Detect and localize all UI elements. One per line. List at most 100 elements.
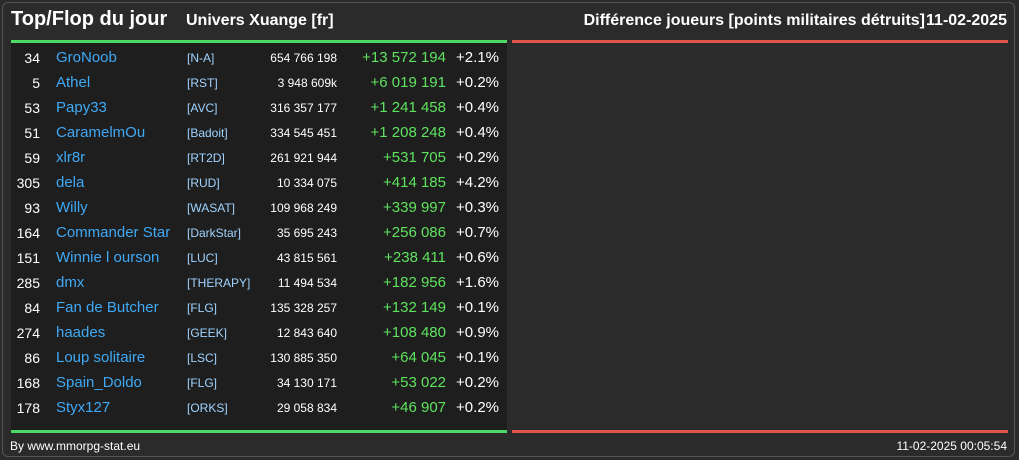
player-points: 261 921 944 — [270, 151, 337, 165]
player-name-link[interactable]: Willy — [56, 199, 88, 216]
player-rank: 178 — [16, 400, 40, 416]
player-points: 12 843 640 — [276, 326, 337, 340]
alliance-tag-link[interactable]: [THERAPY] — [187, 276, 251, 290]
points-difference: +414 185 — [383, 174, 446, 191]
player-name-link[interactable]: haades — [56, 324, 106, 341]
player-points: 316 357 177 — [270, 101, 337, 115]
player-rank: 93 — [24, 200, 40, 216]
percent-change: +0.2% — [456, 374, 499, 391]
player-name-link[interactable]: CaramelmOu — [56, 124, 146, 141]
table-row: 5 Athel [RST] 3 948 609k +6 019 191 +0.2% — [11, 72, 507, 97]
percent-change: +0.1% — [456, 299, 499, 316]
player-name-link[interactable]: dmx — [56, 274, 85, 291]
points-difference: +108 480 — [383, 324, 446, 341]
player-rank: 274 — [16, 325, 40, 341]
percent-change: +0.9% — [456, 324, 499, 341]
player-points: 43 815 561 — [276, 251, 337, 265]
table-row: 168 Spain_Doldo [FLG] 34 130 171 +53 022 +0.2… — [11, 372, 507, 397]
alliance-tag-link[interactable]: [LUC] — [187, 251, 218, 265]
percent-change: +0.2% — [456, 149, 499, 166]
player-rank: 59 — [24, 150, 40, 166]
alliance-tag-link[interactable]: [ORKS] — [187, 401, 228, 415]
table-row: 86 Loup solitaire [LSC] 130 885 350 +64 045 +… — [11, 347, 507, 372]
player-rank: 51 — [24, 125, 40, 141]
player-name-link[interactable]: Athel — [56, 74, 91, 91]
player-name-link[interactable]: Styx127 — [56, 399, 111, 416]
points-difference: +6 019 191 — [370, 74, 447, 91]
player-name-link[interactable]: GroNoob — [56, 49, 117, 66]
points-difference: +46 907 — [391, 399, 446, 416]
table-row: 34 GroNoob [N-A] 654 766 198 +13 572 194 +2.1… — [11, 47, 507, 72]
player-name-link[interactable]: Loup solitaire — [56, 349, 146, 366]
player-rank: 84 — [24, 300, 40, 316]
player-name-link[interactable]: dela — [56, 174, 85, 191]
player-points: 135 328 257 — [270, 301, 337, 315]
alliance-tag-link[interactable]: [WASAT] — [187, 201, 235, 215]
ranking-date: 11-02-2025 — [926, 12, 1007, 29]
bottom-divider-red — [512, 430, 1008, 433]
player-points: 3 948 609k — [277, 76, 337, 90]
table-row: 84 Fan de Butcher [FLG] 135 328 257 +132 149… — [11, 297, 507, 322]
alliance-tag-link[interactable]: [FLG] — [187, 301, 218, 315]
points-difference: +339 997 — [383, 199, 446, 216]
player-name-link[interactable]: Spain_Doldo — [56, 374, 142, 391]
alliance-tag-link[interactable]: [LSC] — [187, 351, 218, 365]
player-rank: 53 — [24, 100, 40, 116]
universe-label: Univers Xuange [fr] — [186, 12, 334, 29]
player-points: 11 494 534 — [277, 276, 337, 290]
player-rank: 164 — [16, 225, 40, 241]
player-name-link[interactable]: Fan de Butcher — [56, 299, 159, 316]
table-row: 151 Winnie l ourson [LUC] 43 815 561 +238 41… — [11, 247, 507, 272]
player-points: 109 968 249 — [270, 201, 337, 215]
header: Top/Flop du jour Univers Xuange [fr] Dif… — [0, 0, 1019, 40]
percent-change: +0.3% — [456, 199, 499, 216]
alliance-tag-link[interactable]: [RST] — [187, 76, 218, 90]
points-difference: +1 241 458 — [370, 99, 447, 116]
percent-change: +4.2% — [456, 174, 499, 191]
player-name-link[interactable]: Commander Star — [56, 224, 171, 241]
player-points: 130 885 350 — [270, 351, 337, 365]
table-row: 93 Willy [WASAT] 109 968 249 +339 997 +0.3% — [11, 197, 507, 222]
points-difference: +182 956 — [383, 274, 446, 291]
table-row: 59 xlr8r [RT2D] 261 921 944 +531 705 +0.2% — [11, 147, 507, 172]
alliance-tag-link[interactable]: [DarkStar] — [187, 226, 242, 240]
table-row: 274 haades [GEEK] 12 843 640 +108 480 +0.9% — [11, 322, 507, 347]
player-points: 35 695 243 — [276, 226, 337, 240]
player-points: 29 058 834 — [276, 401, 337, 415]
bottom-divider-green — [11, 430, 507, 433]
percent-change: +0.6% — [456, 249, 499, 266]
player-rank: 86 — [24, 350, 40, 366]
player-rank: 285 — [16, 275, 40, 291]
top-divider-red — [512, 40, 1008, 43]
player-name-link[interactable]: Winnie l ourson — [56, 249, 160, 266]
flop-players-panel — [512, 43, 1008, 430]
alliance-tag-link[interactable]: [GEEK] — [187, 326, 228, 340]
player-name-link[interactable]: Papy33 — [56, 99, 107, 116]
table-row: 305 dela [RUD] 10 334 075 +414 185 +4.2% — [11, 172, 507, 197]
points-difference: +1 208 248 — [370, 124, 447, 141]
alliance-tag-link[interactable]: [RT2D] — [187, 151, 225, 165]
player-rank: 168 — [16, 375, 40, 391]
percent-change: +2.1% — [456, 49, 499, 66]
alliance-tag-link[interactable]: [N-A] — [187, 51, 215, 65]
percent-change: +0.7% — [456, 224, 499, 241]
player-name-link[interactable]: xlr8r — [56, 149, 86, 166]
alliance-tag-link[interactable]: [FLG] — [187, 376, 218, 390]
percent-change: +0.1% — [456, 349, 499, 366]
player-rank: 5 — [32, 75, 40, 91]
player-rank: 305 — [16, 175, 40, 191]
percent-change: +0.2% — [456, 74, 499, 91]
percent-change: +1.6% — [456, 274, 499, 291]
player-rank: 34 — [24, 50, 40, 66]
page-title: Top/Flop du jour — [11, 8, 168, 30]
percent-change: +0.4% — [456, 99, 499, 116]
table-row: 51 CaramelmOu [Badoit] 334 545 451 +1 208 24… — [11, 122, 507, 147]
alliance-tag-link[interactable]: [Badoit] — [187, 126, 228, 140]
player-points: 334 545 451 — [270, 126, 337, 140]
alliance-tag-link[interactable]: [RUD] — [187, 176, 220, 190]
top-divider-green — [11, 40, 507, 43]
footer-credit[interactable]: By www.mmorpg-stat.eu — [10, 439, 141, 453]
table-row: 164 Commander Star [DarkStar] 35 695 243 +25… — [11, 222, 507, 247]
top-players-table: 34 GroNoob [N-A] 654 766 198 +13 572 194 +2.1… — [11, 43, 507, 430]
alliance-tag-link[interactable]: [AVC] — [187, 101, 218, 115]
